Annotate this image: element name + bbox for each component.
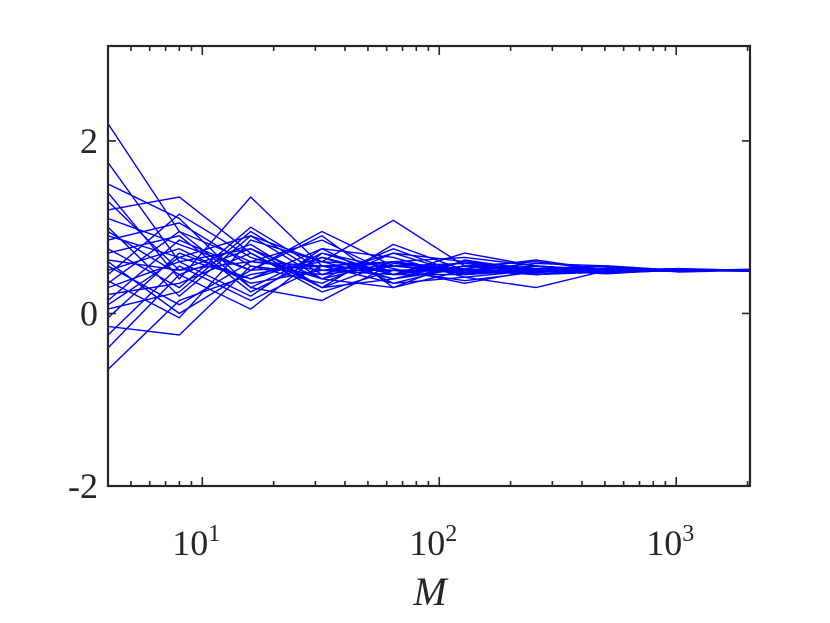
series-line-21 (107, 252, 750, 319)
y-tick-label: -2 (68, 466, 98, 506)
x-tick-labels: 101 102 103 (172, 521, 694, 563)
series-line-7 (107, 219, 750, 298)
x-tick-label: 103 (646, 521, 694, 563)
series-line-29 (107, 200, 751, 276)
x-tick-label: 101 (172, 521, 220, 563)
y-tick-label: 2 (80, 121, 98, 161)
y-tick-label: 0 (80, 293, 98, 333)
x-axis-label: M (412, 569, 449, 614)
y-tick-labels: -2 0 2 (68, 121, 98, 506)
series-line-30 (107, 235, 750, 306)
plot-frame (106, 44, 752, 488)
x-tick-label: 102 (409, 521, 457, 563)
series-lines (107, 123, 751, 371)
